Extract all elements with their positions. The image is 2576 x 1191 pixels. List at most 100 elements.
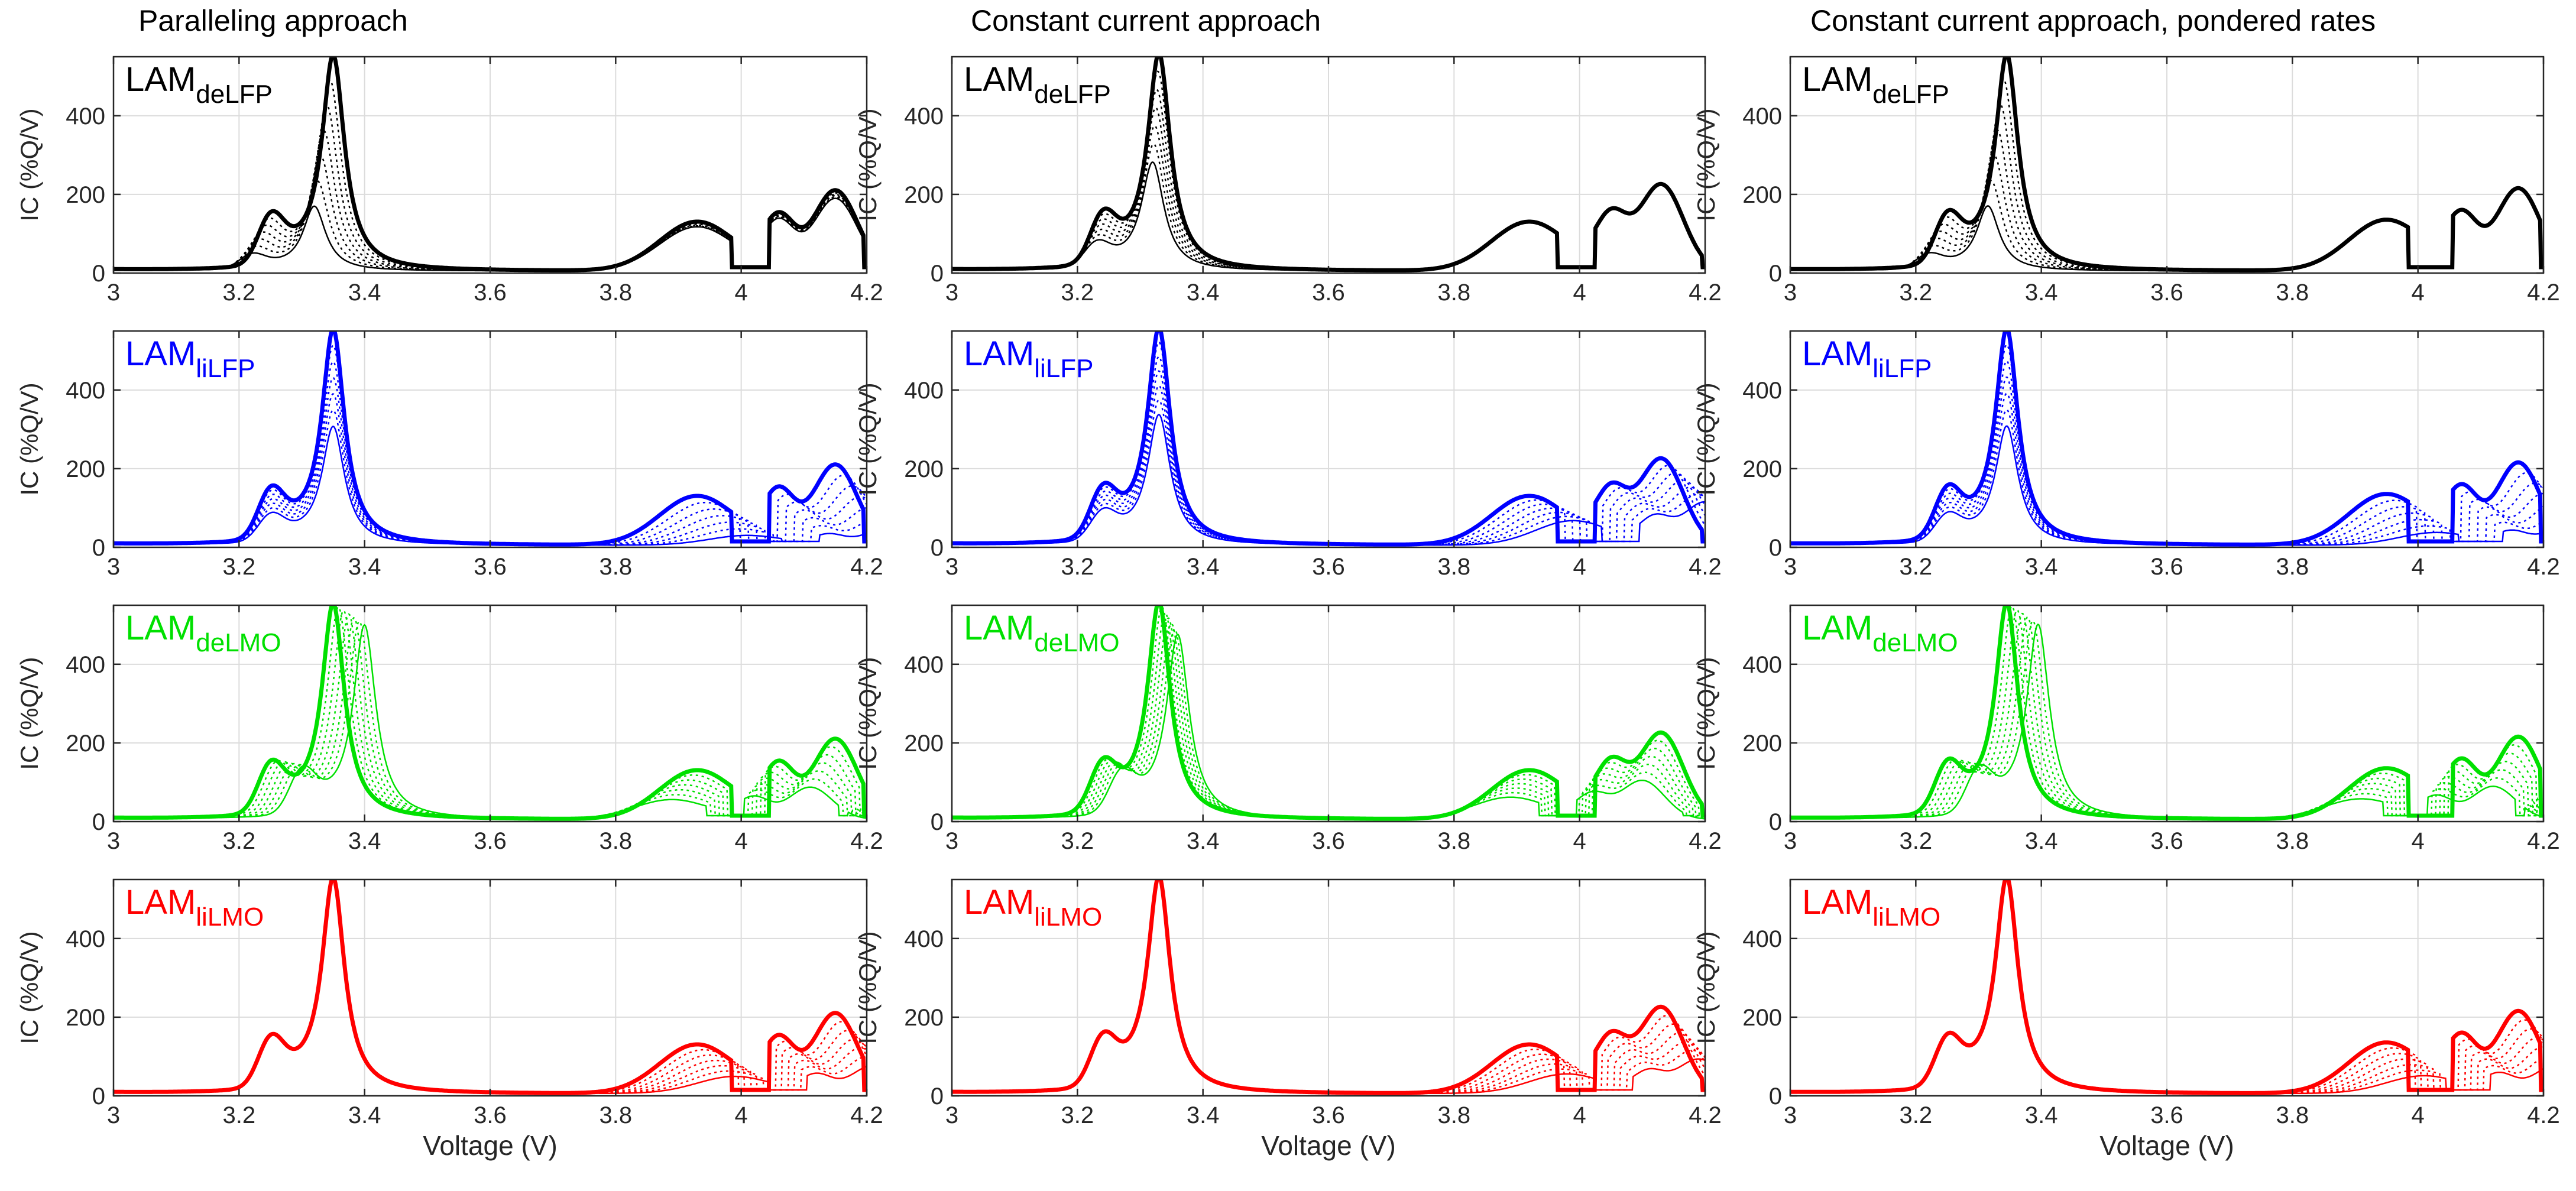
- x-tick-label: 3.6: [474, 1102, 507, 1128]
- y-tick-label: 200: [66, 731, 105, 757]
- x-tick-label: 4.2: [2527, 1102, 2560, 1128]
- y-tick-label: 200: [904, 1005, 944, 1031]
- y-axis-label: IC (%Q/V): [15, 382, 43, 495]
- y-tick-label: 0: [1769, 1083, 1782, 1109]
- row-label: LAMliLMO: [964, 883, 1102, 932]
- row-label-sub: liLFP: [196, 354, 255, 383]
- x-tick-label: 3.2: [223, 828, 256, 854]
- y-tick-label: 400: [66, 103, 105, 129]
- x-tick-label: 4.2: [1689, 1102, 1722, 1128]
- y-tick-label: 400: [1742, 926, 1782, 952]
- x-tick-label: 4.2: [1689, 554, 1722, 580]
- x-tick-label: 3.8: [1438, 828, 1471, 854]
- y-axis-label: IC (%Q/V): [854, 108, 882, 221]
- x-tick-label: 4.2: [2527, 828, 2560, 854]
- row-label-main: LAM: [1802, 335, 1872, 373]
- x-tick-label: 3.6: [1312, 1102, 1345, 1128]
- x-tick-label: 4: [1573, 280, 1586, 306]
- y-axis-label: IC (%Q/V): [1692, 931, 1720, 1044]
- x-tick-label: 3.4: [348, 1102, 381, 1128]
- row-label-sub: deLFP: [196, 80, 273, 109]
- x-tick-label: 4.2: [2527, 554, 2560, 580]
- row-label: LAMliLMO: [125, 883, 264, 932]
- y-tick-label: 200: [66, 456, 105, 482]
- x-tick-label: 3.2: [223, 1102, 256, 1128]
- y-axis-label: IC (%Q/V): [1692, 382, 1720, 495]
- row-label: LAMdeLFP: [1802, 60, 1949, 109]
- y-tick-label: 0: [92, 535, 105, 561]
- x-tick-label: 3.8: [600, 1102, 633, 1128]
- row-label-sub: liLMO: [196, 903, 264, 932]
- x-tick-label: 3.8: [1438, 1102, 1471, 1128]
- subplot-r1-c1: 3 3.2 3.4 3.6 3.8 4 4.2 0 200 400 IC (%Q/V) LAMdeLF…: [15, 56, 883, 306]
- x-tick-label: 4.2: [850, 828, 883, 854]
- x-tick-label: 3: [1784, 1102, 1797, 1128]
- x-tick-label: 3.4: [2025, 828, 2058, 854]
- row-label-main: LAM: [964, 609, 1034, 647]
- row-label-sub: deLMO: [1034, 628, 1119, 657]
- x-tick-label: 4: [1573, 1102, 1586, 1128]
- x-tick-label: 3: [945, 554, 958, 580]
- x-tick-label: 3.8: [600, 280, 633, 306]
- x-tick-label: 3: [945, 1102, 958, 1128]
- y-axis-label: IC (%Q/V): [854, 657, 882, 770]
- row-label-main: LAM: [125, 609, 196, 647]
- x-tick-label: 3.8: [2276, 828, 2309, 854]
- y-tick-label: 0: [931, 535, 944, 561]
- x-tick-label: 3.8: [600, 828, 633, 854]
- x-tick-label: 3.2: [223, 280, 256, 306]
- row-label-main: LAM: [1802, 883, 1872, 921]
- x-tick-label: 3.8: [1438, 280, 1471, 306]
- row-label: LAMliLFP: [125, 335, 255, 383]
- y-tick-label: 200: [1742, 731, 1782, 757]
- x-tick-label: 3.4: [2025, 554, 2058, 580]
- x-tick-label: 3.4: [348, 554, 381, 580]
- subplot-r1-c3: 3 3.2 3.4 3.6 3.8 4 4.2 0 200 400 IC (%Q/V) LAMdeLF…: [1692, 56, 2560, 306]
- y-tick-label: 0: [1769, 809, 1782, 835]
- y-tick-label: 400: [904, 926, 944, 952]
- x-tick-label: 4: [1573, 828, 1586, 854]
- x-tick-label: 4: [735, 554, 748, 580]
- y-axis-label: IC (%Q/V): [15, 108, 43, 221]
- subplot-r3-c3: 3 3.2 3.4 3.6 3.8 4 4.2 0 200 400 IC (%Q/V) LAMdeLM…: [1692, 604, 2560, 854]
- x-tick-label: 3.2: [1061, 1102, 1094, 1128]
- row-label-main: LAM: [125, 883, 196, 921]
- x-tick-label: 3.8: [600, 554, 633, 580]
- x-tick-label: 3: [1784, 280, 1797, 306]
- x-tick-label: 4: [735, 1102, 748, 1128]
- row-label-main: LAM: [125, 60, 196, 99]
- x-tick-label: 3.2: [1061, 280, 1094, 306]
- y-tick-label: 400: [66, 926, 105, 952]
- ic-curve-intermediate: [952, 617, 1705, 820]
- x-tick-label: 4.2: [850, 1102, 883, 1128]
- y-tick-label: 0: [92, 1083, 105, 1109]
- x-tick-label: 3.6: [2150, 554, 2183, 580]
- x-tick-label: 3.2: [1900, 280, 1933, 306]
- x-tick-label: 3.4: [2025, 280, 2058, 306]
- x-tick-label: 3: [945, 828, 958, 854]
- x-tick-label: 3.6: [474, 554, 507, 580]
- x-tick-label: 3.6: [474, 280, 507, 306]
- x-tick-label: 4.2: [2527, 280, 2560, 306]
- figure-title-3: Constant current approach, pondered rate…: [1810, 4, 2376, 37]
- y-tick-label: 400: [1742, 652, 1782, 678]
- x-axis-label: Voltage (V): [2099, 1130, 2234, 1161]
- x-tick-label: 3.8: [2276, 280, 2309, 306]
- y-axis-label: IC (%Q/V): [1692, 657, 1720, 770]
- y-axis-label: IC (%Q/V): [854, 382, 882, 495]
- x-tick-label: 4.2: [1689, 280, 1722, 306]
- row-label-main: LAM: [125, 335, 196, 373]
- row-label-sub: deLMO: [196, 628, 281, 657]
- y-tick-label: 400: [66, 378, 105, 404]
- row-label-sub: liLMO: [1034, 903, 1102, 932]
- y-tick-label: 200: [1742, 1005, 1782, 1031]
- row-label: LAMdeLMO: [1802, 609, 1958, 657]
- x-tick-label: 4: [1573, 554, 1586, 580]
- x-tick-label: 3: [107, 828, 120, 854]
- subplot-r2-c3: 3 3.2 3.4 3.6 3.8 4 4.2 0 200 400 IC (%Q/V) LAMliLF…: [1692, 330, 2560, 580]
- row-label-sub: liLFP: [1872, 354, 1932, 383]
- y-tick-label: 400: [904, 103, 944, 129]
- x-tick-label: 3.6: [1312, 280, 1345, 306]
- y-axis-label: IC (%Q/V): [15, 931, 43, 1044]
